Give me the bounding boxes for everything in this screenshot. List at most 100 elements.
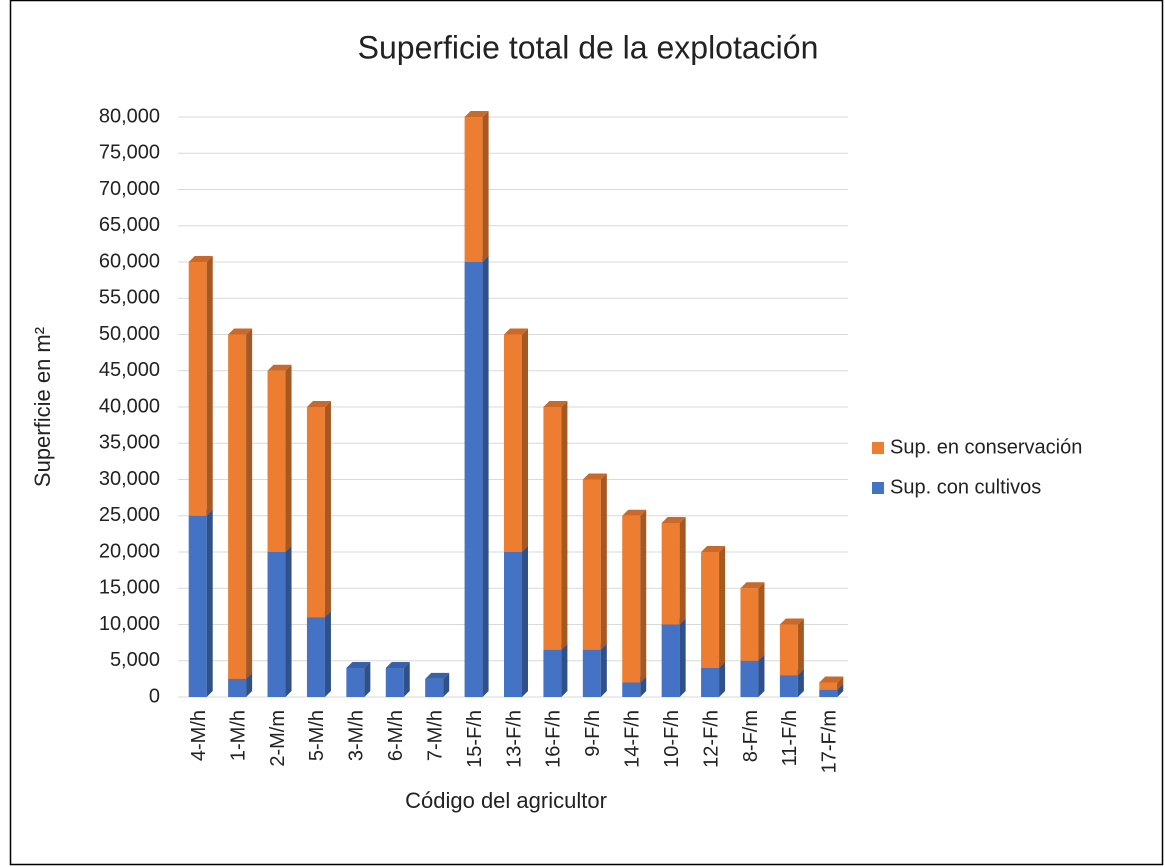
- bar-segment: [228, 334, 247, 679]
- bar-segment: [543, 649, 562, 697]
- bar-top: [228, 328, 253, 335]
- bar-side: [797, 618, 804, 676]
- legend-label: Sup. en conservación: [890, 436, 1082, 458]
- y-tick-label: 25,000: [99, 504, 160, 526]
- bar-segment: [582, 649, 601, 697]
- bar-segment: [228, 678, 247, 697]
- bar-top: [425, 672, 450, 679]
- x-tick-label: 17-F/m: [819, 710, 841, 773]
- x-tick-label: 7-M/h: [424, 710, 446, 761]
- x-tick-label: 13-F/h: [503, 710, 525, 768]
- bar-segment: [622, 682, 641, 697]
- y-tick-label: 10,000: [99, 613, 160, 635]
- bar-top: [622, 509, 647, 516]
- bar-side: [364, 662, 371, 697]
- x-tick-label: 2-M/m: [267, 710, 289, 767]
- x-tick-label: 5-M/h: [306, 710, 328, 761]
- bar-side: [719, 546, 726, 668]
- bar-side: [600, 643, 607, 697]
- bar-side: [482, 256, 489, 697]
- bar-segment: [188, 515, 207, 697]
- x-tick-label: 4-M/h: [188, 710, 210, 761]
- bar-segment: [306, 407, 325, 618]
- y-tick-label: 80,000: [99, 105, 160, 127]
- x-tick-label: 1-M/h: [227, 710, 249, 761]
- bar-segment: [661, 523, 680, 625]
- bar-side: [797, 669, 804, 697]
- bar-top: [188, 256, 213, 262]
- bar-segment: [267, 370, 286, 552]
- bar-segment: [779, 624, 798, 676]
- legend-swatch: [872, 442, 884, 454]
- bar-side: [324, 611, 331, 697]
- bar-side: [679, 517, 686, 625]
- y-axis-label: Superficie en m²: [30, 327, 55, 487]
- x-tick-label: 16-F/h: [543, 710, 565, 768]
- bar-side: [482, 111, 489, 262]
- x-tick-label: 11-F/h: [779, 710, 801, 766]
- y-tick-label: 5,000: [110, 649, 160, 671]
- bar-segment: [267, 552, 286, 697]
- bar-segment: [543, 407, 562, 650]
- x-tick-label: 12-F/h: [700, 710, 722, 768]
- bar-top: [582, 473, 607, 480]
- y-tick-label: 0: [149, 685, 160, 707]
- y-tick-label: 15,000: [99, 577, 160, 599]
- bar-segment: [188, 262, 207, 516]
- bar-segment: [661, 624, 680, 697]
- y-tick-label: 65,000: [99, 214, 160, 236]
- y-tick-label: 50,000: [99, 323, 160, 345]
- bar-side: [522, 546, 528, 697]
- legend-swatch: [872, 482, 884, 494]
- bar-segment: [464, 117, 483, 262]
- bar-segment: [740, 588, 759, 661]
- x-tick-label: 10-F/h: [661, 710, 683, 768]
- y-tick-label: 20,000: [99, 540, 160, 562]
- bar-side: [246, 672, 253, 697]
- y-tick-label: 45,000: [99, 359, 160, 381]
- y-tick-label: 30,000: [99, 468, 160, 490]
- bar-segment: [464, 262, 483, 697]
- bar-side: [561, 643, 568, 697]
- x-tick-label: 14-F/h: [622, 710, 644, 768]
- bar-segment: [425, 678, 444, 697]
- bar-side: [206, 256, 213, 516]
- x-axis-label: Código del agricultor: [405, 788, 607, 813]
- bar-top: [306, 401, 331, 407]
- bar-segment: [740, 660, 759, 697]
- y-tick-label: 35,000: [99, 432, 160, 454]
- bar-side: [837, 683, 844, 697]
- y-tick-label: 55,000: [99, 287, 160, 309]
- bar-top: [740, 582, 765, 589]
- bar-side: [285, 546, 292, 697]
- bar-top: [385, 662, 410, 668]
- x-tick-label: 3-M/h: [346, 710, 368, 761]
- bar-top: [267, 364, 292, 371]
- bar-side: [246, 328, 253, 679]
- x-tick-label: 8-F/m: [740, 710, 762, 762]
- legend-label: Sup. con cultivos: [890, 476, 1041, 498]
- bar-side: [640, 676, 647, 697]
- bar-top: [661, 517, 686, 523]
- bar-segment: [582, 479, 601, 650]
- bar-top: [543, 401, 568, 407]
- y-tick-label: 75,000: [99, 142, 160, 164]
- y-tick-label: 70,000: [99, 178, 160, 200]
- bar-segment: [819, 689, 838, 697]
- bar-top: [464, 111, 489, 117]
- bar-top: [779, 618, 804, 625]
- bar-side: [206, 509, 213, 697]
- bar-side: [600, 473, 607, 650]
- bar-side: [640, 509, 647, 683]
- bar-top: [504, 328, 528, 335]
- y-tick-label: 60,000: [99, 250, 160, 272]
- bar-side: [324, 401, 331, 618]
- chart-title: Superficie total de la explotación: [358, 29, 819, 65]
- bar-side: [443, 672, 450, 697]
- bar-segment: [701, 668, 720, 697]
- y-tick-label: 40,000: [99, 395, 160, 417]
- bar-segment: [504, 552, 522, 697]
- bar-side: [758, 582, 765, 661]
- bar-segment: [701, 552, 720, 668]
